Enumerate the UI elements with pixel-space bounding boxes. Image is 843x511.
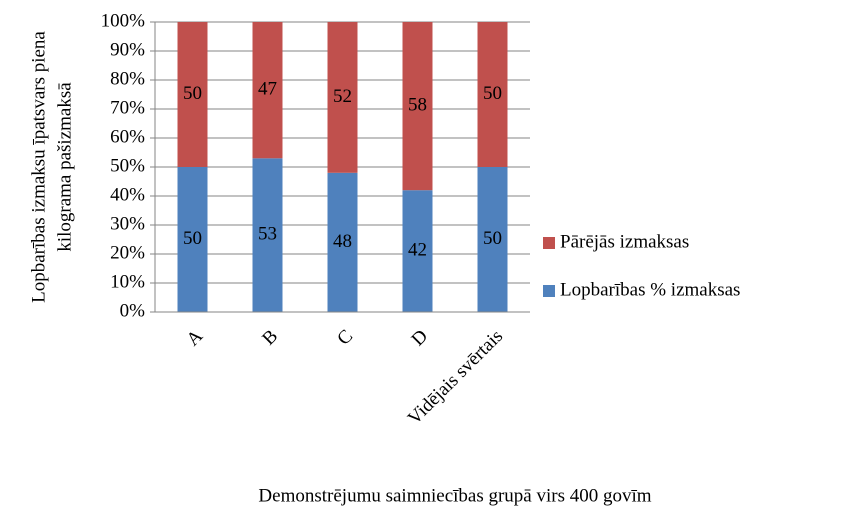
bar-segment [327, 172, 358, 312]
y-tick-label: 80% [110, 68, 145, 89]
y-tick-label: 50% [110, 155, 145, 176]
x-tick-label: B [258, 326, 282, 350]
y-tick-label: 70% [110, 97, 145, 118]
x-axis-title: Demonstrējumu saimniecības grupā virs 40… [258, 485, 651, 506]
data-label: 47 [258, 79, 277, 100]
bar-segment [177, 167, 208, 312]
x-tick-label: C [333, 326, 357, 350]
x-tick-label: A [183, 326, 208, 351]
bar-segment [327, 22, 358, 173]
data-label: 50 [483, 83, 502, 104]
legend-swatch [543, 237, 555, 249]
data-label: 50 [183, 83, 202, 104]
bar-segment [477, 22, 508, 167]
legend-label: Lopbarības % izmaksas [560, 279, 740, 300]
y-tick-label: 0% [120, 300, 146, 321]
data-label: 52 [333, 86, 352, 107]
bar-segment [477, 167, 508, 312]
legend-swatch [543, 285, 555, 297]
data-label: 53 [258, 224, 277, 245]
y-tick-label: 10% [110, 271, 145, 292]
y-tick-label: 90% [110, 39, 145, 60]
data-label: 50 [483, 228, 502, 249]
y-tick-label: 60% [110, 126, 145, 147]
y-tick-label: 30% [110, 213, 145, 234]
data-label: 42 [408, 239, 427, 260]
y-axis-title: kilograma pašizmaksā [54, 82, 75, 252]
y-tick-label: 40% [110, 184, 145, 205]
y-axis-title: Lopbarības izmaksu īpatsvars piena [28, 31, 49, 303]
legend-label: Pārējās izmaksas [560, 231, 689, 252]
x-tick-label: D [408, 326, 433, 351]
bar-segment [402, 22, 433, 191]
bar-segment [402, 190, 433, 312]
bar-segment [177, 22, 208, 167]
data-label: 50 [183, 228, 202, 249]
y-tick-label: 20% [110, 242, 145, 263]
bar-segment [252, 158, 283, 312]
y-tick-label: 100% [101, 10, 146, 31]
data-label: 58 [408, 94, 427, 115]
bar-segment [252, 22, 283, 159]
data-label: 48 [333, 231, 352, 252]
